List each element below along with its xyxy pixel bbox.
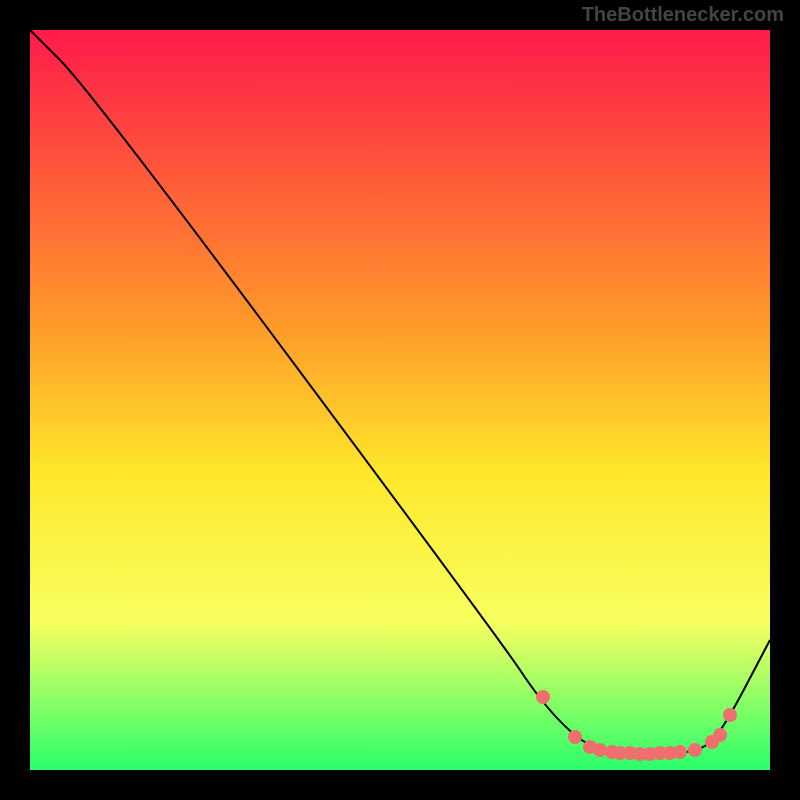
data-marker — [723, 708, 737, 722]
data-marker — [568, 730, 582, 744]
data-marker — [713, 728, 727, 742]
bottleneck-curve — [30, 30, 770, 752]
data-marker — [593, 743, 607, 757]
data-marker — [536, 690, 550, 704]
chart-svg — [0, 0, 800, 800]
data-marker — [688, 743, 702, 757]
data-marker — [673, 745, 687, 759]
marker-group — [536, 690, 737, 761]
watermark-text: TheBottlenecker.com — [582, 4, 784, 27]
